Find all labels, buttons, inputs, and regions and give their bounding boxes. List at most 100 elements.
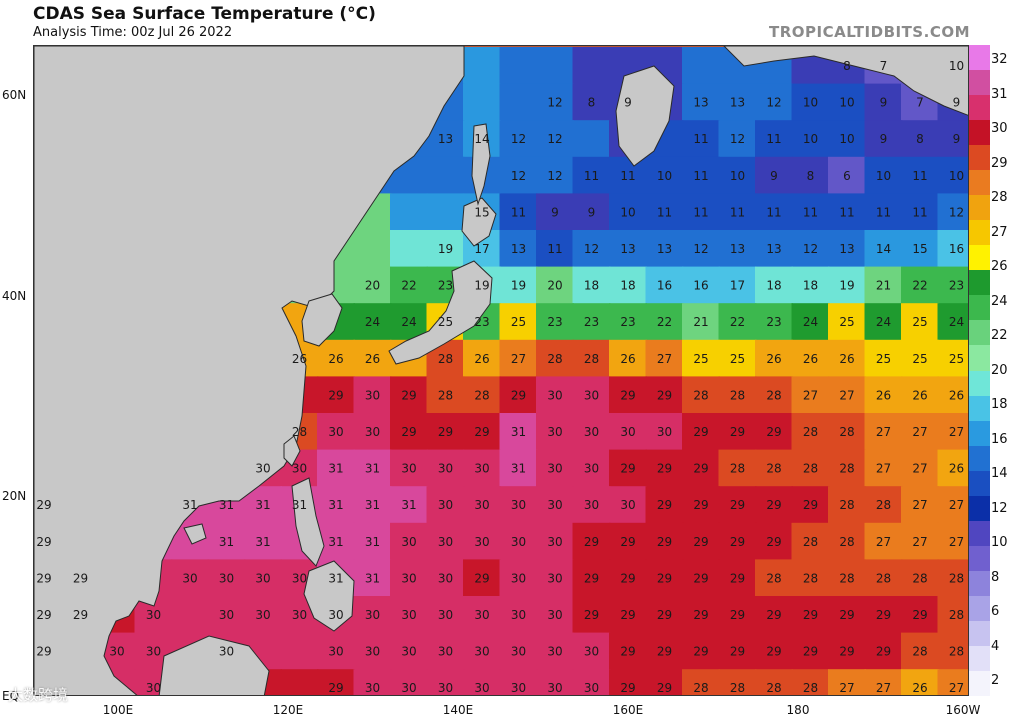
sst-value-label: 30 bbox=[292, 462, 307, 476]
sst-cell bbox=[901, 632, 939, 671]
sst-cell bbox=[791, 632, 830, 671]
sst-value-label: 26 bbox=[912, 388, 927, 402]
sst-value-label: 29 bbox=[620, 571, 635, 585]
sst-value-label: 29 bbox=[730, 571, 745, 585]
sst-cell bbox=[864, 83, 903, 122]
sst-value-label: 31 bbox=[219, 498, 234, 512]
sst-value-label: 30 bbox=[547, 608, 562, 622]
sst-value-label: 29 bbox=[657, 608, 672, 622]
sst-cell bbox=[499, 449, 538, 488]
sst-map-panel[interactable]: 8 7 10 12 8 9 13 13 12 10 10 9 7 9 13 14 12 12 11 12 11 10 10 9… bbox=[33, 45, 969, 696]
sst-value-label: 27 bbox=[912, 425, 927, 439]
sst-cell bbox=[353, 413, 392, 451]
sst-cell bbox=[390, 669, 428, 695]
sst-cell bbox=[645, 449, 684, 488]
sst-cell bbox=[499, 486, 538, 525]
sst-value-label: 13 bbox=[511, 242, 526, 256]
sst-cell bbox=[901, 120, 939, 159]
sst-cell bbox=[718, 303, 757, 342]
sst-cell bbox=[864, 559, 903, 598]
sst-value-label: 8 bbox=[588, 96, 596, 110]
sst-value-label: 28 bbox=[693, 681, 708, 695]
sst-value-label: 30 bbox=[511, 608, 526, 622]
sst-cell bbox=[718, 266, 757, 305]
sst-value-label: 29 bbox=[693, 462, 708, 476]
sst-map[interactable]: 8 7 10 12 8 9 13 13 12 10 10 9 7 9 13 14 12 12 11 12 11 10 10 9… bbox=[34, 46, 969, 696]
sst-value-label: 25 bbox=[839, 315, 854, 329]
sst-value-label: 10 bbox=[876, 169, 891, 183]
sst-value-label: 28 bbox=[949, 571, 964, 585]
sst-cell bbox=[755, 193, 793, 232]
sst-cell bbox=[864, 339, 903, 378]
sst-value-label: 31 bbox=[328, 498, 343, 512]
sst-cell bbox=[864, 669, 903, 695]
sst-cell bbox=[609, 559, 647, 598]
sst-value-label: 27 bbox=[657, 352, 672, 366]
colorbar-swatch bbox=[969, 345, 990, 371]
sst-cell bbox=[317, 632, 355, 671]
sst-value-label: 23 bbox=[620, 315, 635, 329]
sst-cell bbox=[718, 669, 757, 695]
sst-value-label: 12 bbox=[511, 169, 526, 183]
sst-cell bbox=[426, 559, 465, 598]
lon-label: 120E bbox=[272, 703, 304, 717]
sst-value-label: 13 bbox=[730, 242, 745, 256]
sst-value-label: 28 bbox=[292, 425, 307, 439]
sst-value-label: 15 bbox=[474, 205, 489, 219]
sst-cell bbox=[572, 486, 611, 525]
sst-value-label: 29 bbox=[73, 571, 88, 585]
sst-value-label: 23 bbox=[766, 315, 781, 329]
colorbar-swatch bbox=[969, 620, 990, 647]
sst-cell bbox=[353, 449, 392, 488]
sst-value-label: 29 bbox=[876, 645, 891, 659]
sst-cell bbox=[353, 339, 392, 378]
sst-cell bbox=[499, 559, 538, 598]
colorbar-swatch bbox=[969, 245, 990, 271]
sst-value-label: 22 bbox=[657, 315, 672, 329]
sst-value-label: 30 bbox=[547, 571, 562, 585]
sst-cell bbox=[718, 230, 757, 268]
sst-value-label: 25 bbox=[949, 352, 964, 366]
sst-value-label: 29 bbox=[438, 425, 453, 439]
sst-value-label: 30 bbox=[328, 645, 343, 659]
colorbar-swatch bbox=[969, 220, 990, 246]
sst-value-label: 28 bbox=[693, 388, 708, 402]
colorbar-swatch bbox=[969, 145, 990, 171]
sst-value-label: 22 bbox=[730, 315, 745, 329]
sst-cell bbox=[645, 522, 684, 561]
sst-cell bbox=[463, 83, 501, 122]
sst-cell bbox=[609, 303, 647, 342]
sst-value-label: 28 bbox=[839, 498, 854, 512]
sst-cell bbox=[755, 83, 793, 122]
sst-cell bbox=[718, 413, 757, 451]
sst-value-label: 27 bbox=[912, 462, 927, 476]
sst-cell bbox=[463, 632, 501, 671]
sst-cell bbox=[937, 376, 968, 415]
sst-cell bbox=[828, 632, 866, 671]
sst-value-label: 29 bbox=[693, 571, 708, 585]
sst-cell bbox=[937, 486, 968, 525]
sst-value-label: 28 bbox=[839, 462, 854, 476]
sst-value-label: 30 bbox=[547, 498, 562, 512]
sst-value-label: 13 bbox=[438, 132, 453, 146]
sst-cell bbox=[572, 266, 611, 305]
sst-cell bbox=[828, 596, 866, 634]
sst-value-label: 30 bbox=[401, 535, 416, 549]
sst-value-label: 30 bbox=[365, 681, 380, 695]
sst-value-label: 13 bbox=[730, 96, 745, 110]
sst-cell bbox=[536, 632, 574, 671]
sst-value-label: 25 bbox=[511, 315, 526, 329]
sst-value-label: 31 bbox=[365, 498, 380, 512]
brand-watermark: TROPICALTIDBITS.COM bbox=[769, 23, 970, 41]
colorbar-swatch bbox=[969, 270, 990, 296]
sst-cell bbox=[864, 449, 903, 488]
sst-cell bbox=[791, 156, 830, 195]
sst-value-label: 29 bbox=[474, 425, 489, 439]
sst-value-label: 26 bbox=[365, 352, 380, 366]
sst-value-label: 30 bbox=[620, 425, 635, 439]
sst-value-label: 30 bbox=[438, 608, 453, 622]
sst-cell bbox=[901, 266, 939, 305]
colorbar-swatch bbox=[969, 470, 990, 497]
colorbar-label: 30 bbox=[991, 121, 1008, 136]
sst-value-label: 29 bbox=[657, 535, 672, 549]
